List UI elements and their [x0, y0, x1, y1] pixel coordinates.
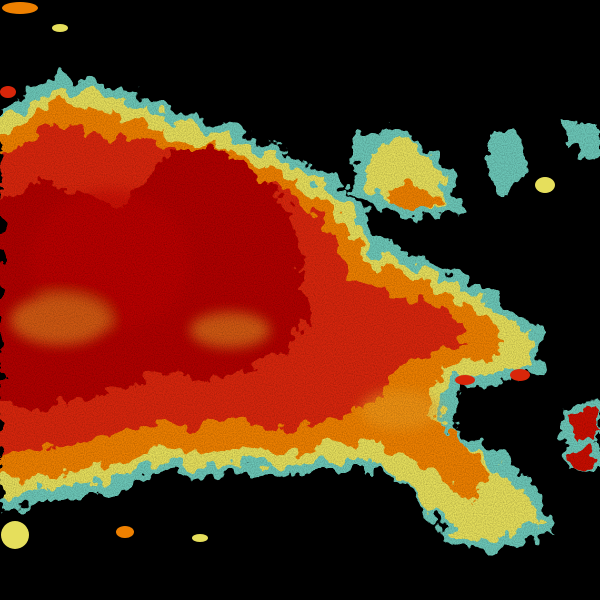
cell [192, 534, 208, 542]
cell [1, 521, 29, 549]
cell [510, 369, 530, 381]
cell [455, 375, 475, 385]
cell [2, 2, 38, 14]
cell [0, 86, 16, 98]
small-cells [0, 2, 555, 549]
cell [52, 24, 68, 32]
cell [535, 177, 555, 193]
cell [116, 526, 134, 538]
